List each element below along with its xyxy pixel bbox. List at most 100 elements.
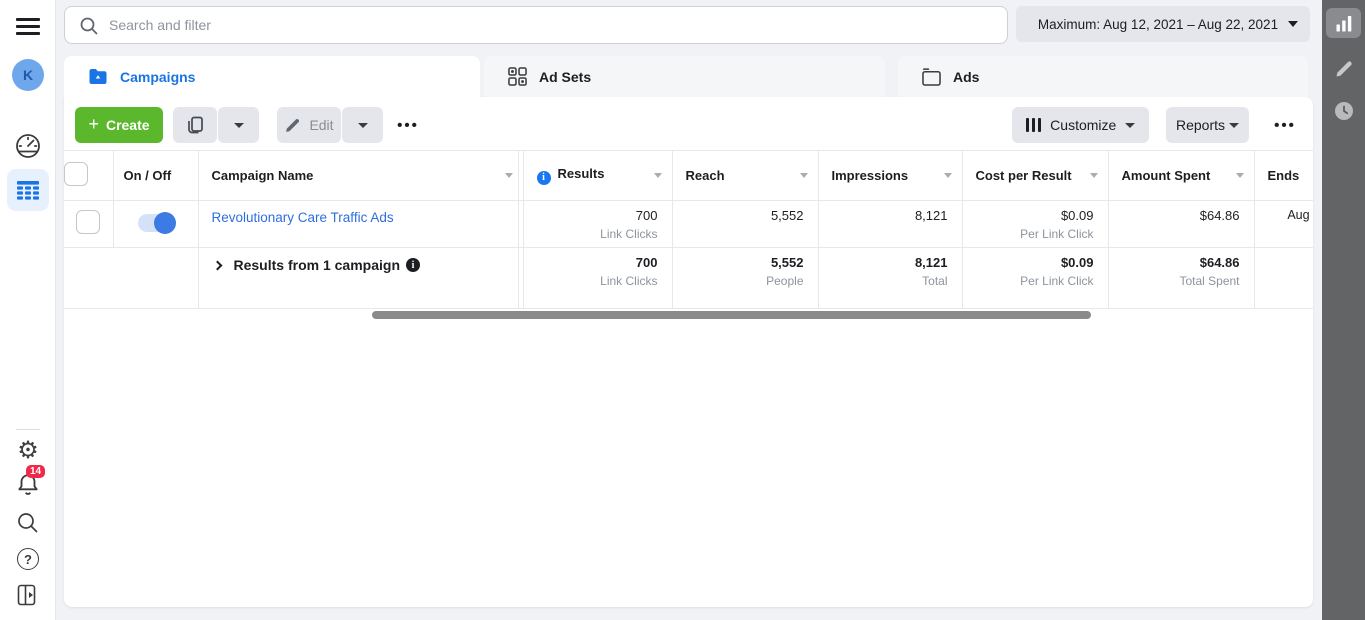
cost-per-result-cell: $0.09 Per Link Click <box>962 200 1109 248</box>
sort-caret-icon[interactable] <box>1235 172 1244 178</box>
header-reach[interactable]: Reach <box>672 150 819 201</box>
columns-icon <box>1025 118 1042 132</box>
cost-sub-label: Per Link Click <box>1020 227 1094 241</box>
row-toggle-cell <box>113 200 199 248</box>
search-input[interactable] <box>109 7 989 43</box>
search-icon <box>80 17 98 35</box>
customize-button-label: Customize <box>1050 117 1117 133</box>
summary-cost-cell: $0.09 Per Link Click <box>962 247 1109 309</box>
avatar[interactable]: K <box>0 59 56 91</box>
row-checkbox[interactable] <box>76 209 101 234</box>
ends-cell: Aug 3 <box>1254 200 1313 248</box>
campaigns-nav-active-bg <box>7 169 49 211</box>
summary-results-cell: 700 Link Clicks <box>523 247 673 309</box>
horizontal-scrollbar[interactable] <box>372 311 1091 319</box>
select-all-checkbox[interactable] <box>64 162 88 186</box>
edit-button[interactable]: Edit <box>277 107 341 143</box>
summary-label: Results from 1 campaign <box>233 257 401 273</box>
header-impressions[interactable]: Impressions <box>818 150 963 201</box>
select-all-cell <box>64 150 114 201</box>
expand-panel-icon[interactable] <box>0 582 56 608</box>
chevron-down-icon <box>1125 122 1136 128</box>
history-clock-icon[interactable] <box>1322 99 1365 123</box>
overview-gauge-icon[interactable] <box>0 131 56 161</box>
create-button-label: Create <box>105 117 150 133</box>
header-on-off: On / Off <box>113 150 199 201</box>
charts-panel-icon[interactable] <box>1322 8 1365 38</box>
row-select-cell <box>64 200 114 248</box>
summary-empty-cell <box>64 247 199 309</box>
tab-ad-sets-label: Ad Sets <box>539 68 592 85</box>
header-campaign-name[interactable]: Campaign Name <box>198 150 524 201</box>
edit-dropdown-button[interactable] <box>342 107 383 143</box>
chevron-down-icon <box>1288 21 1298 27</box>
ads-frame-icon <box>922 67 941 86</box>
right-tool-rail <box>1322 0 1365 620</box>
chevron-down-icon <box>357 122 368 128</box>
help-icon[interactable]: ? <box>0 546 56 572</box>
table-header-row: On / Off Campaign Name Results Reach Imp… <box>64 150 1313 201</box>
sort-caret-icon[interactable] <box>943 172 952 178</box>
notification-badge: 14 <box>26 465 46 478</box>
tab-ad-sets[interactable]: Ad Sets <box>484 56 885 97</box>
reports-button-label: Reports <box>1175 117 1226 133</box>
search-and-filter-bar <box>64 6 1008 44</box>
campaigns-table: On / Off Campaign Name Results Reach Imp… <box>64 150 1313 309</box>
copy-icon <box>188 116 203 134</box>
header-results[interactable]: Results <box>523 150 673 201</box>
create-button[interactable]: + Create <box>75 107 163 143</box>
duplicate-button[interactable] <box>173 107 217 143</box>
tab-ads-label: Ads <box>953 68 980 85</box>
rail-search-icon[interactable] <box>0 509 56 537</box>
sort-caret-icon[interactable] <box>504 172 513 178</box>
summary-impressions-cell: 8,121 Total <box>818 247 963 309</box>
header-cost-per-result[interactable]: Cost per Result <box>962 150 1109 201</box>
campaign-name-link[interactable]: Revolutionary Care Traffic Ads <box>211 210 394 225</box>
duplicate-dropdown-button[interactable] <box>218 107 259 143</box>
frozen-columns-divider <box>518 150 519 309</box>
reach-cell: 5,552 <box>672 200 819 248</box>
chevron-down-icon <box>233 122 244 128</box>
campaign-toggle-on[interactable] <box>137 212 176 234</box>
charts-panel-active-bg <box>1326 8 1361 38</box>
avatar-initial: K <box>12 59 44 91</box>
campaigns-nav-icon[interactable] <box>0 169 56 211</box>
summary-reach-cell: 5,552 People <box>672 247 819 309</box>
menu-icon[interactable] <box>0 13 56 39</box>
edit-panel-icon[interactable] <box>1322 57 1365 81</box>
tab-campaigns-label: Campaigns <box>120 68 196 85</box>
campaigns-panel: + Create Edit ••• Customize Reports ••• <box>64 97 1313 607</box>
more-options-button[interactable]: ••• <box>1270 107 1300 143</box>
campaign-name-cell: Revolutionary Care Traffic Ads <box>198 200 524 248</box>
amount-spent-cell: $64.86 <box>1108 200 1255 248</box>
tab-ads[interactable]: Ads <box>898 56 1308 97</box>
info-icon[interactable] <box>536 170 551 185</box>
sort-caret-icon[interactable] <box>1089 172 1098 178</box>
header-ends[interactable]: Ends <box>1254 150 1313 201</box>
campaigns-folder-icon <box>88 68 108 85</box>
date-range-label: Maximum: Aug 12, 2021 – Aug 22, 2021 <box>1037 16 1279 32</box>
more-actions-button[interactable]: ••• <box>393 107 423 143</box>
settings-gear-icon[interactable]: ⚙ <box>17 437 39 464</box>
chevron-down-icon <box>1229 122 1240 128</box>
impressions-cell: 8,121 <box>818 200 963 248</box>
results-cell: 700 Link Clicks <box>523 200 673 248</box>
info-icon[interactable] <box>406 258 420 272</box>
sort-caret-icon[interactable] <box>799 172 808 178</box>
toggle-knob <box>153 212 176 234</box>
sort-caret-icon[interactable] <box>653 172 662 178</box>
plus-icon: + <box>88 114 99 134</box>
summary-label-cell: Results from 1 campaign <box>198 247 524 309</box>
left-nav-rail: K ⚙ 14 ? <box>0 0 56 620</box>
tab-campaigns[interactable]: Campaigns <box>64 56 480 97</box>
ad-sets-grid-icon <box>508 67 527 86</box>
header-amount-spent[interactable]: Amount Spent <box>1108 150 1255 201</box>
customize-columns-button[interactable]: Customize <box>1012 107 1149 143</box>
reports-button[interactable]: Reports <box>1166 107 1249 143</box>
more-icon: ••• <box>397 116 419 134</box>
date-range-dropdown[interactable]: Maximum: Aug 12, 2021 – Aug 22, 2021 <box>1016 6 1310 42</box>
campaign-row: Revolutionary Care Traffic Ads 700 Link C… <box>64 200 1313 248</box>
summary-ends-cell <box>1254 247 1313 309</box>
chevron-right-icon[interactable] <box>212 260 222 270</box>
